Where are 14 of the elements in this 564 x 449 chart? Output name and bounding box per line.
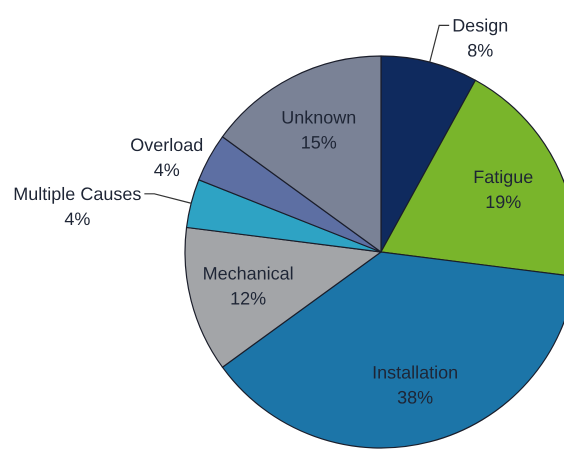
slice-label: Fatigue (473, 167, 534, 188)
slice-label: Installation (372, 362, 458, 382)
data-label: 38% (397, 387, 434, 408)
slice-label: Overload (130, 135, 204, 156)
slice-label: Mechanical (202, 264, 294, 284)
data-label: 19% (485, 192, 522, 212)
data-label: 4% (64, 208, 90, 229)
slice-label: Multiple Causes (13, 184, 142, 204)
data-label: 4% (154, 160, 180, 180)
slice-label: Unknown (281, 107, 356, 128)
data-label: 15% (300, 132, 337, 152)
data-label: 8% (467, 40, 494, 60)
slice-label: Design (452, 15, 508, 36)
data-label: 12% (230, 288, 266, 309)
